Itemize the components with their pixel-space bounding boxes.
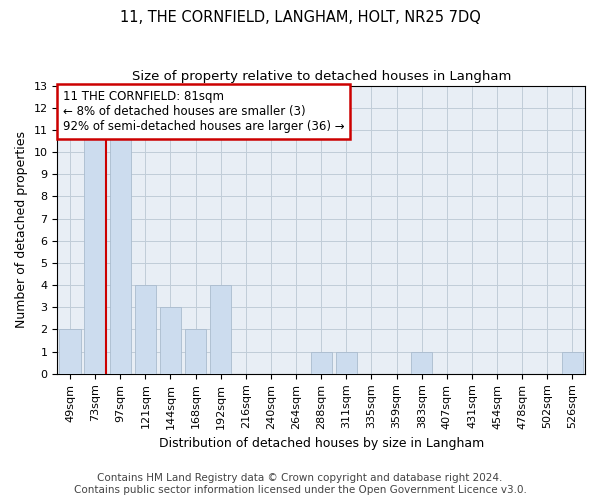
X-axis label: Distribution of detached houses by size in Langham: Distribution of detached houses by size … bbox=[158, 437, 484, 450]
Text: 11, THE CORNFIELD, LANGHAM, HOLT, NR25 7DQ: 11, THE CORNFIELD, LANGHAM, HOLT, NR25 7… bbox=[119, 10, 481, 25]
Bar bbox=[134, 285, 156, 374]
Title: Size of property relative to detached houses in Langham: Size of property relative to detached ho… bbox=[131, 70, 511, 83]
Bar bbox=[185, 330, 206, 374]
Y-axis label: Number of detached properties: Number of detached properties bbox=[15, 131, 28, 328]
Bar bbox=[210, 285, 232, 374]
Text: Contains HM Land Registry data © Crown copyright and database right 2024.
Contai: Contains HM Land Registry data © Crown c… bbox=[74, 474, 526, 495]
Text: 11 THE CORNFIELD: 81sqm
← 8% of detached houses are smaller (3)
92% of semi-deta: 11 THE CORNFIELD: 81sqm ← 8% of detached… bbox=[62, 90, 344, 133]
Bar bbox=[85, 130, 106, 374]
Bar bbox=[59, 330, 80, 374]
Bar bbox=[562, 352, 583, 374]
Bar bbox=[411, 352, 433, 374]
Bar bbox=[160, 308, 181, 374]
Bar bbox=[110, 130, 131, 374]
Bar bbox=[311, 352, 332, 374]
Bar bbox=[335, 352, 357, 374]
